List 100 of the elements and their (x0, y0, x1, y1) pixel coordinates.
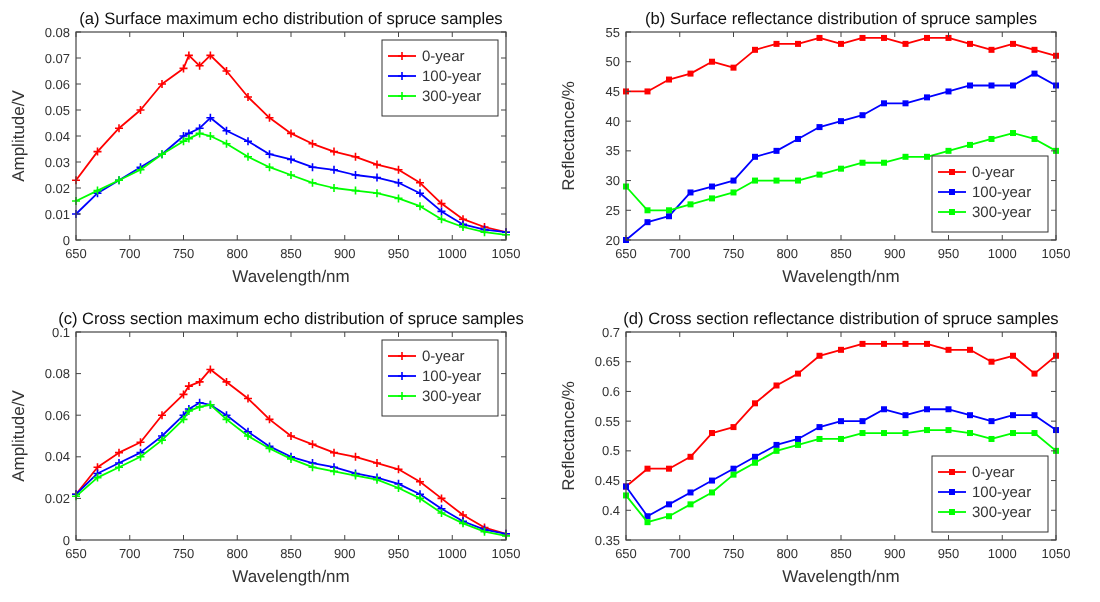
point (372, 188, 382, 198)
chart-title: (a) Surface maximum echo distribution of spruce samples (79, 8, 503, 28)
x-axis-title: Wavelength/nm (232, 266, 350, 286)
point (644, 513, 651, 520)
point (902, 430, 909, 437)
point (924, 427, 930, 434)
point (644, 88, 651, 95)
point (988, 435, 995, 442)
point (1031, 46, 1038, 53)
point (838, 165, 844, 172)
point (752, 153, 758, 160)
point (795, 435, 801, 442)
point (415, 178, 425, 188)
point (286, 170, 296, 180)
point (709, 195, 715, 202)
line-series (623, 406, 1059, 520)
point (687, 201, 694, 208)
point (902, 340, 909, 347)
point (730, 471, 737, 478)
x-axis-title: Wavelength/nm (782, 566, 900, 586)
point (1010, 130, 1016, 137)
point (644, 207, 651, 214)
point (1031, 135, 1038, 142)
point (988, 46, 995, 53)
point (816, 34, 823, 41)
point (114, 123, 124, 133)
point (184, 381, 194, 391)
point (730, 177, 737, 184)
point (838, 118, 844, 125)
point (644, 519, 651, 526)
point (687, 70, 694, 77)
point (924, 34, 930, 41)
point (1010, 412, 1016, 419)
chart-title: (c) Cross section maximum echo distribution of spruce samples (58, 308, 524, 328)
point (902, 153, 909, 160)
point (988, 418, 995, 425)
line-series (71, 364, 511, 539)
point (773, 447, 780, 454)
point (730, 189, 737, 196)
point (859, 112, 866, 119)
point (1031, 370, 1038, 377)
point (945, 427, 952, 434)
point (859, 418, 866, 425)
point (243, 152, 253, 162)
point (795, 135, 801, 142)
x-axis-title: Wavelength/nm (782, 266, 900, 286)
point (881, 406, 887, 413)
point (838, 418, 844, 425)
point (1031, 430, 1038, 437)
point (709, 477, 715, 484)
point (752, 46, 758, 53)
point (415, 188, 425, 198)
point (730, 64, 737, 71)
point (967, 430, 973, 437)
point (881, 159, 887, 166)
point (838, 435, 844, 442)
y-axis-title: Amplitude/V (8, 389, 28, 482)
point (709, 183, 715, 190)
chart-title: (b) Surface reflectance distribution of spruce samples (645, 8, 1037, 28)
point (859, 159, 866, 166)
point (967, 82, 973, 89)
point (687, 489, 694, 496)
point (709, 430, 715, 437)
point (1031, 412, 1038, 419)
line-series (623, 70, 1059, 243)
point (687, 453, 694, 460)
point (795, 441, 801, 448)
point (967, 346, 973, 353)
point (988, 358, 995, 365)
point (415, 201, 425, 211)
line-series (623, 427, 1059, 526)
point (902, 412, 909, 419)
point (816, 352, 823, 359)
point (902, 100, 909, 107)
point (773, 177, 780, 184)
point (859, 430, 866, 437)
point (666, 207, 672, 214)
point (644, 219, 651, 226)
point (666, 501, 672, 508)
point (945, 406, 952, 413)
point (773, 147, 780, 154)
point (816, 435, 823, 442)
point (752, 453, 758, 460)
point (773, 382, 780, 389)
point (967, 40, 973, 47)
point (902, 40, 909, 47)
point (988, 82, 995, 89)
point (1010, 352, 1016, 359)
chart-title: (d) Cross section reflectance distribution of spruce samples (623, 308, 1059, 328)
point (666, 213, 672, 220)
point (967, 412, 973, 419)
point (1010, 40, 1016, 47)
point (945, 147, 952, 154)
point (709, 58, 715, 65)
line-series (623, 340, 1059, 490)
point (243, 136, 253, 146)
point (458, 510, 468, 520)
point (329, 165, 339, 175)
point (730, 424, 737, 431)
point (945, 88, 952, 95)
